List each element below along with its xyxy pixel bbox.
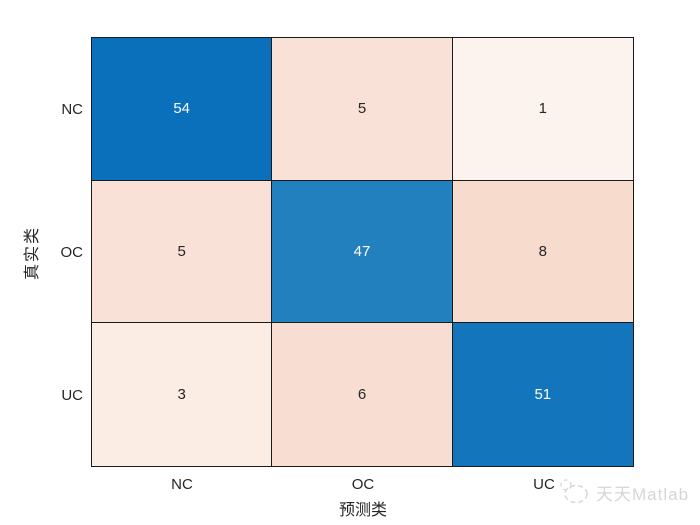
cell-value: 5 xyxy=(357,100,367,118)
x-tick-uc: UC xyxy=(533,476,555,493)
matrix-cell-r2c1: 6 xyxy=(272,323,453,466)
confusion-matrix-grid: 54 5 1 5 47 8 3 6 51 xyxy=(91,37,634,467)
watermark-text: 天天Matlab xyxy=(596,484,690,504)
matrix-cell-r0c1: 5 xyxy=(272,38,453,181)
cell-value: 1 xyxy=(538,100,547,118)
matrix-cell-r1c2: 8 xyxy=(452,180,633,324)
cell-value: 51 xyxy=(534,386,552,404)
matrix-cell-r2c2: 51 xyxy=(452,323,633,466)
cell-value: 8 xyxy=(538,242,547,260)
cell-value: 5 xyxy=(177,242,186,260)
matrix-cell-r1c0: 5 xyxy=(92,180,273,324)
matrix-cell-r1c1: 47 xyxy=(272,180,453,324)
matrix-cell-r2c0: 3 xyxy=(92,323,273,466)
x-tick-oc: OC xyxy=(351,476,375,493)
matrix-cell-r0c2: 1 xyxy=(452,38,633,181)
watermark: 天天Matlab xyxy=(556,477,689,507)
cell-value: 6 xyxy=(357,386,367,404)
x-tick-nc: NC xyxy=(171,476,193,493)
x-axis-label: 预测类 xyxy=(338,502,388,519)
matrix-cell-r0c0: 54 xyxy=(92,38,273,181)
y-tick-nc: NC xyxy=(61,101,83,118)
circle-sketch-logo-icon xyxy=(556,477,592,507)
cell-value: 54 xyxy=(173,100,190,118)
cell-value: 47 xyxy=(353,242,371,260)
y-tick-uc: UC xyxy=(61,387,83,404)
cell-value: 3 xyxy=(177,386,186,404)
y-tick-oc: OC xyxy=(60,244,84,261)
